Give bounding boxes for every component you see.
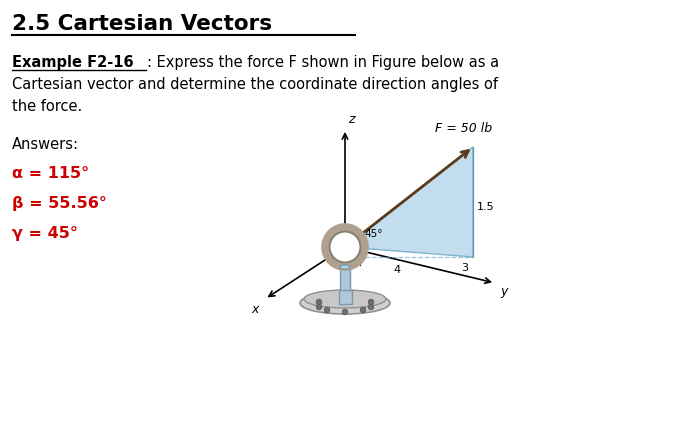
- Text: α = 115°: α = 115°: [12, 166, 89, 181]
- FancyBboxPatch shape: [340, 267, 350, 299]
- Text: 3: 3: [461, 263, 468, 273]
- Text: 45°: 45°: [364, 229, 382, 239]
- Text: Cartesian vector and determine the coordinate direction angles of: Cartesian vector and determine the coord…: [12, 77, 498, 92]
- Polygon shape: [345, 147, 473, 257]
- Text: 4: 4: [393, 265, 400, 275]
- Circle shape: [324, 307, 330, 313]
- Ellipse shape: [304, 290, 386, 308]
- Text: y: y: [500, 285, 507, 298]
- Circle shape: [330, 232, 360, 263]
- Text: F = 50 lb: F = 50 lb: [435, 122, 492, 135]
- Text: Answers:: Answers:: [12, 137, 79, 152]
- Circle shape: [316, 299, 322, 305]
- Text: : Express the force F shown in Figure below as a: : Express the force F shown in Figure be…: [147, 55, 499, 70]
- Text: the force.: the force.: [12, 99, 83, 114]
- Circle shape: [368, 299, 374, 305]
- Ellipse shape: [340, 265, 350, 269]
- Text: z: z: [348, 113, 354, 126]
- Text: Example F2-16: Example F2-16: [12, 55, 134, 70]
- Text: γ = 45°: γ = 45°: [12, 226, 78, 241]
- Text: 2.5 Cartesian Vectors: 2.5 Cartesian Vectors: [12, 14, 272, 34]
- Text: 1.5: 1.5: [477, 202, 495, 212]
- Text: x: x: [251, 303, 259, 316]
- FancyBboxPatch shape: [339, 290, 351, 304]
- Ellipse shape: [300, 292, 390, 314]
- Circle shape: [316, 304, 322, 310]
- Circle shape: [360, 307, 366, 313]
- Circle shape: [368, 304, 374, 310]
- Circle shape: [342, 309, 348, 315]
- Text: β = 55.56°: β = 55.56°: [12, 196, 107, 211]
